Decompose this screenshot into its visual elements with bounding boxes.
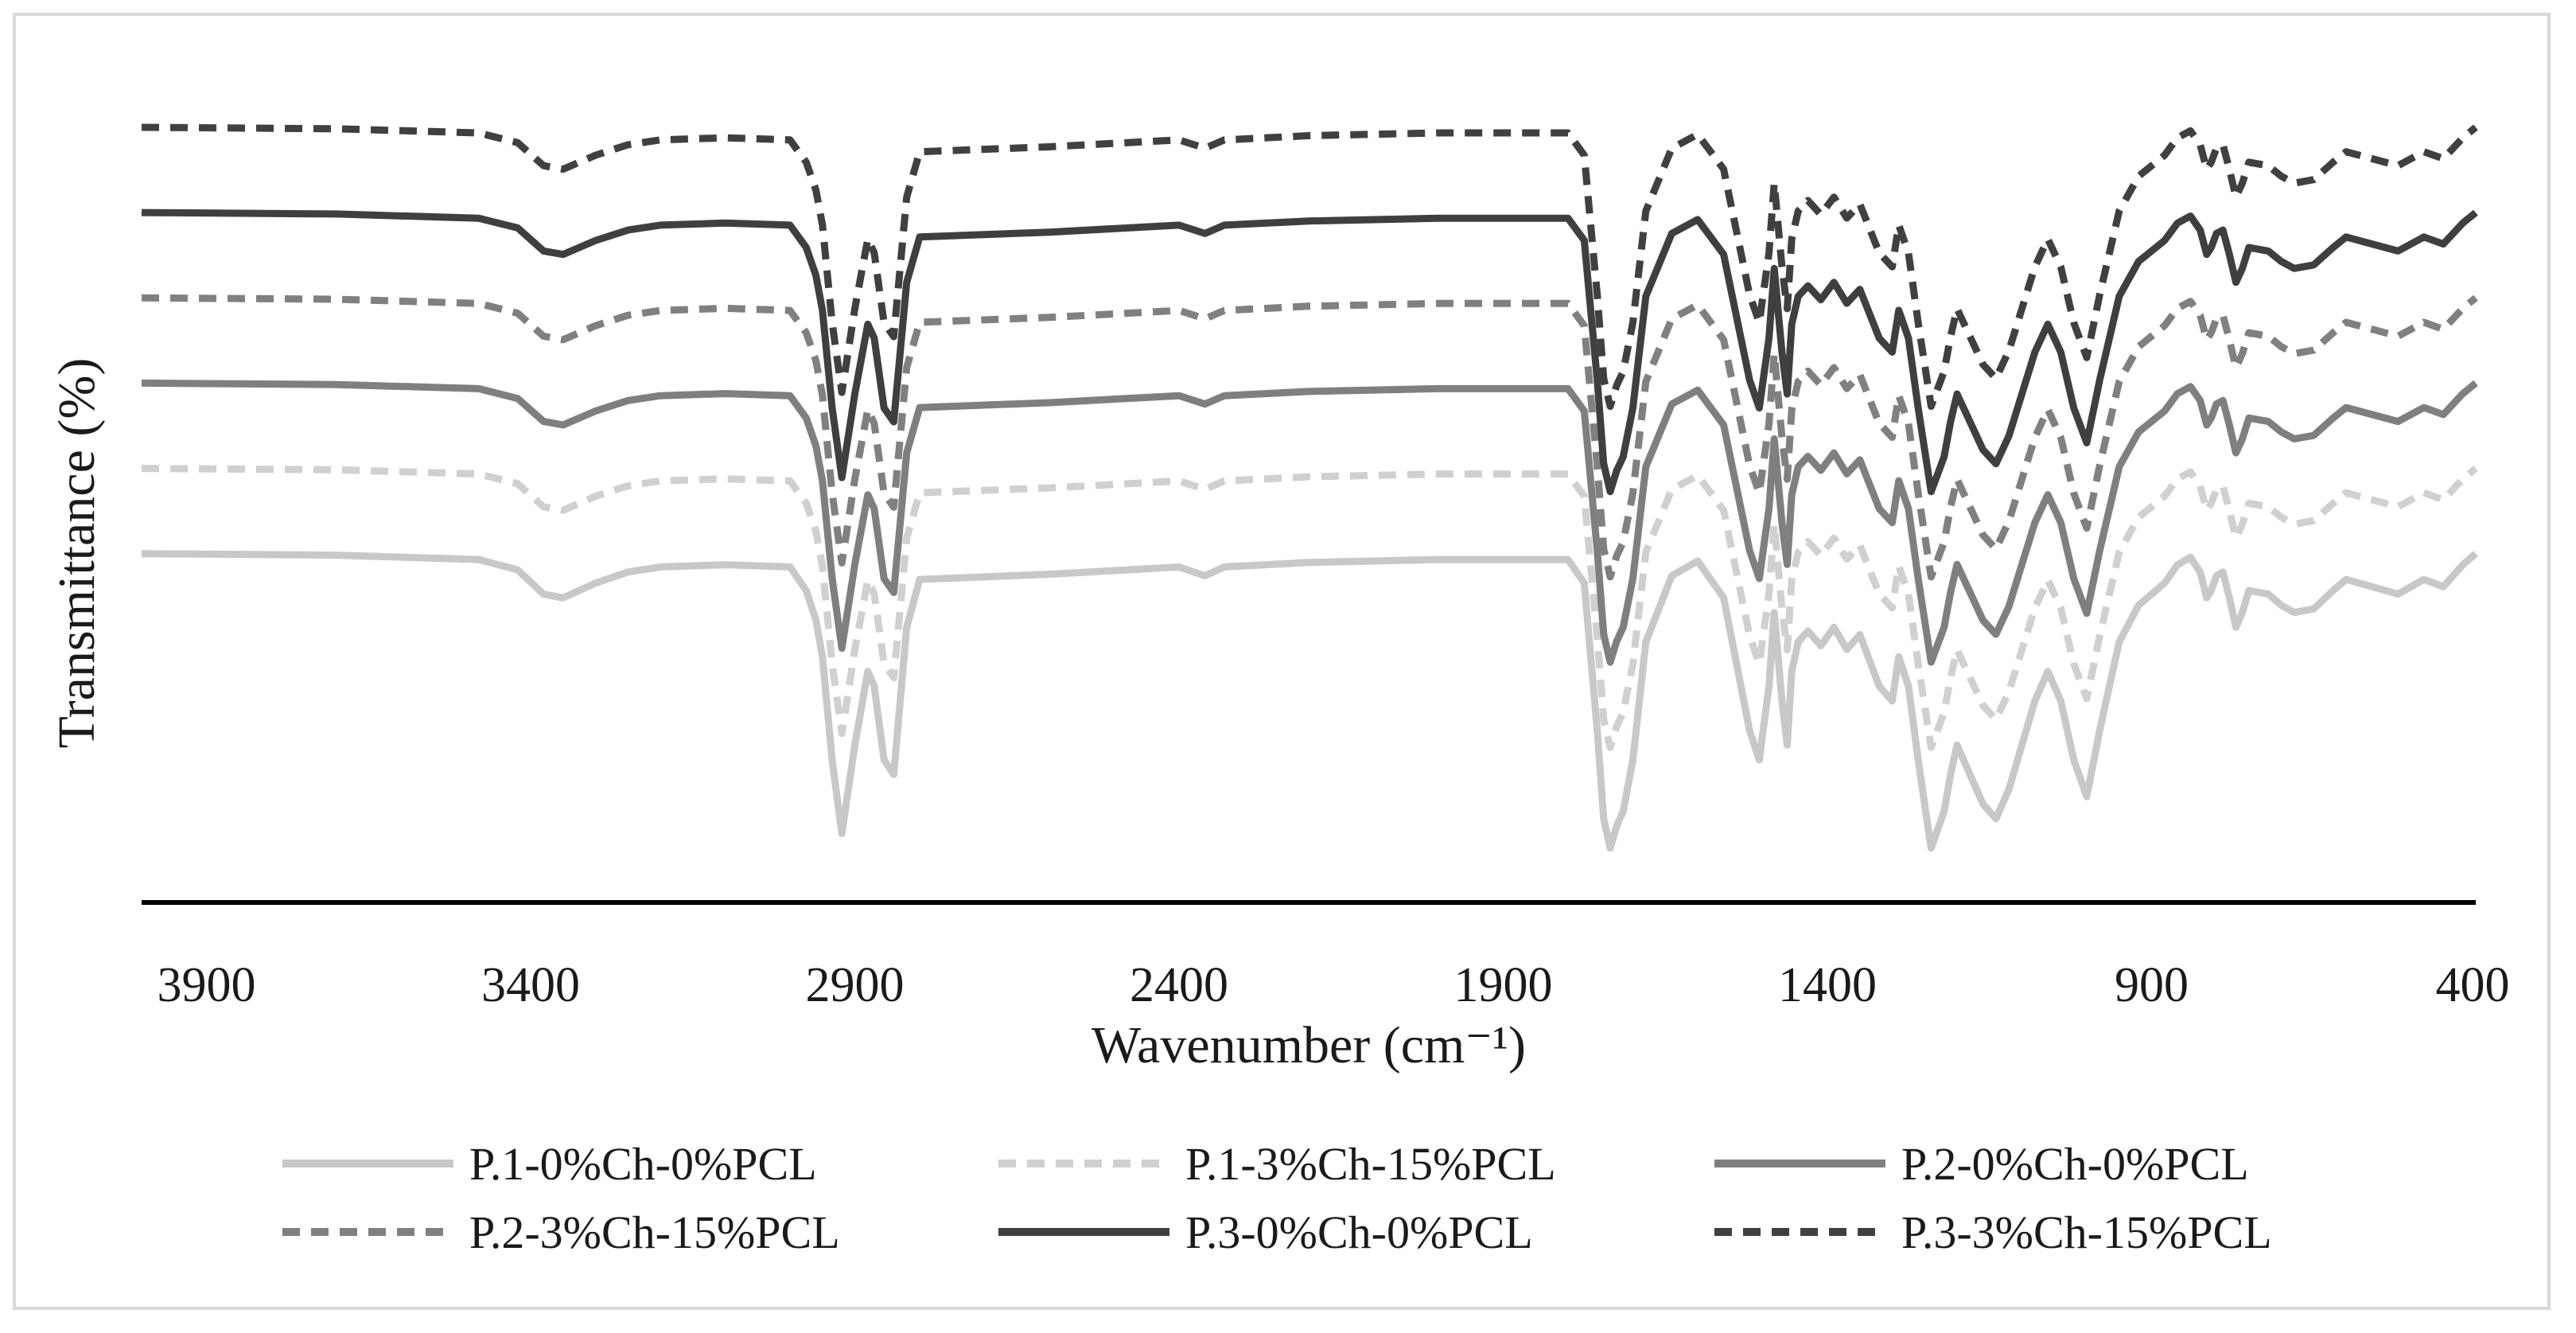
series-layer [141, 123, 2478, 852]
series-line-5 [141, 209, 2478, 496]
x-tick-label: 2900 [806, 958, 905, 1012]
series-line-3 [141, 379, 2478, 666]
x-tick-label: 1900 [1454, 958, 1553, 1012]
x-axis-title: Wavenumber (cm⁻¹) [1091, 1016, 1526, 1074]
legend-label-4: P.2-3%Ch-15%PCL [469, 1206, 840, 1258]
series-line-1 [141, 550, 2478, 852]
series-line-2 [141, 465, 2478, 751]
series-line-6 [141, 123, 2478, 411]
x-tick-label: 2400 [1130, 958, 1228, 1012]
x-tick-labels: 3900 3400 2900 2400 1900 1400 900 400 [158, 958, 2510, 1012]
legend-label-2: P.1-3%Ch-15%PCL [1185, 1138, 1556, 1190]
legend: P.1-0%Ch-0%PCL P.1-3%Ch-15%PCL P.2-0%Ch-0%… [282, 1138, 2272, 1258]
legend-label-6: P.3-3%Ch-15%PCL [1901, 1206, 2272, 1258]
legend-label-3: P.2-0%Ch-0%PCL [1901, 1138, 2249, 1190]
x-tick-label: 3400 [481, 958, 580, 1012]
y-axis-title: Transmittance (%) [48, 358, 106, 749]
x-tick-label: 900 [2115, 958, 2189, 1012]
legend-label-5: P.3-0%Ch-0%PCL [1185, 1206, 1533, 1258]
x-tick-label: 400 [2436, 958, 2510, 1012]
legend-label-1: P.1-0%Ch-0%PCL [469, 1138, 817, 1190]
x-tick-label: 3900 [158, 958, 256, 1012]
series-line-4 [141, 294, 2478, 581]
chart-area [13, 13, 2551, 1310]
x-tick-label: 1400 [1778, 958, 1877, 1012]
